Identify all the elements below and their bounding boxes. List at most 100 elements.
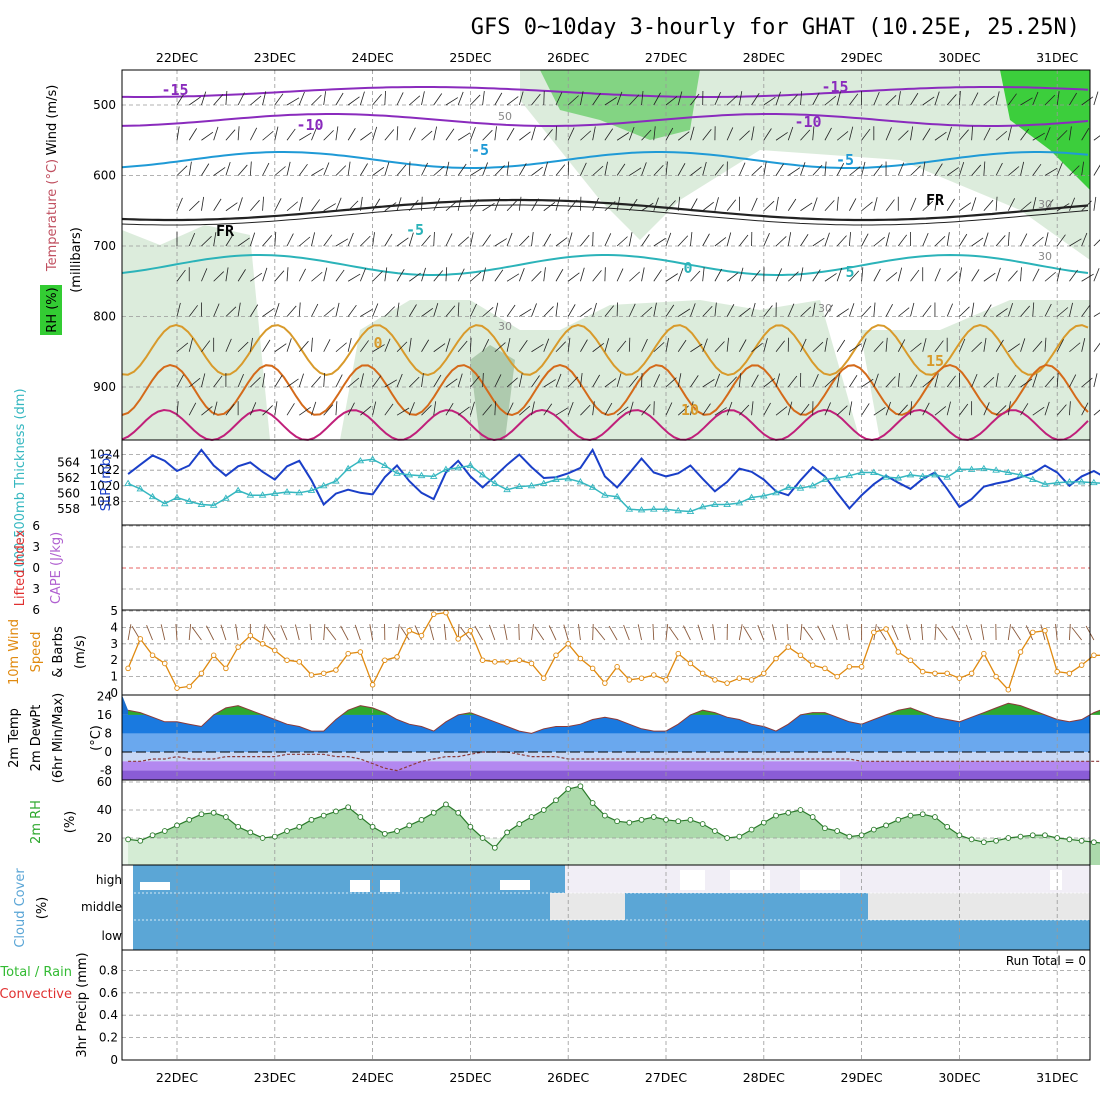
wind-barb bbox=[1032, 406, 1045, 416]
wind10-point bbox=[773, 655, 779, 662]
wind-barb bbox=[836, 267, 843, 282]
wind-barb bbox=[861, 233, 869, 247]
upper-air-grid bbox=[122, 70, 1090, 440]
rh-point bbox=[333, 808, 339, 815]
wind10-barb bbox=[429, 624, 435, 641]
wind10-speed-axis-label: Speed bbox=[29, 632, 44, 673]
thickness-point bbox=[821, 475, 829, 483]
isotherm-label: 10 bbox=[681, 401, 699, 419]
wind-barb bbox=[494, 374, 502, 388]
thickness-point bbox=[637, 506, 646, 513]
wind10-barb bbox=[340, 625, 349, 641]
wind-barb bbox=[188, 128, 197, 141]
cloud-gap bbox=[500, 880, 530, 890]
wind-barb bbox=[311, 127, 318, 141]
thickness-point bbox=[980, 464, 988, 472]
wind10-tick-label: 0 bbox=[110, 686, 118, 700]
rh-point bbox=[577, 783, 584, 790]
wind-barb bbox=[347, 161, 351, 176]
date-label-top: 26DEC bbox=[547, 50, 589, 65]
wind-barb bbox=[225, 233, 234, 247]
rh-point bbox=[626, 819, 633, 826]
thickness-point bbox=[1041, 480, 1049, 487]
wind-barb bbox=[959, 233, 968, 247]
wind-barb bbox=[433, 126, 438, 141]
wind10-point bbox=[369, 682, 376, 688]
wind-barb bbox=[885, 232, 890, 247]
wind-barb bbox=[494, 126, 497, 141]
temperature-fill bbox=[122, 695, 1100, 772]
wind10-barb bbox=[1011, 626, 1021, 641]
wind-barb bbox=[555, 407, 569, 416]
wind10-tick-label: 1 bbox=[110, 670, 118, 684]
wind-barb bbox=[971, 126, 974, 141]
wind-barb bbox=[836, 308, 849, 317]
thickness-point bbox=[613, 492, 621, 500]
wind10-point bbox=[834, 673, 840, 680]
wind-barb bbox=[824, 127, 832, 141]
wind-barb bbox=[849, 343, 862, 353]
wind-barb bbox=[359, 91, 365, 106]
wind-barb bbox=[848, 303, 855, 317]
cloud-axis-label: Cloud Cover bbox=[13, 868, 28, 948]
isotherm-10 bbox=[121, 323, 1089, 377]
wind-barb bbox=[396, 269, 405, 282]
thickness-point bbox=[344, 464, 352, 472]
wind-barb bbox=[567, 232, 573, 247]
wind-barb bbox=[531, 303, 537, 317]
wind-barb bbox=[959, 338, 966, 352]
wind-barb bbox=[861, 128, 871, 141]
thickness-point bbox=[967, 465, 976, 472]
wind-barb bbox=[555, 302, 559, 317]
wind10-barb bbox=[937, 626, 948, 641]
wind-barb bbox=[188, 377, 201, 388]
wind-barb bbox=[445, 305, 456, 317]
wind10-barb bbox=[354, 624, 361, 641]
isotherm-5 bbox=[121, 253, 1089, 276]
wind-barb bbox=[641, 404, 651, 416]
wind10-barb bbox=[323, 624, 326, 641]
wind-barb bbox=[421, 235, 431, 247]
rh-line bbox=[125, 783, 1100, 851]
wind10-point bbox=[956, 675, 963, 681]
wind10-barb bbox=[146, 624, 153, 641]
date-label-top: 31DEC bbox=[1036, 50, 1078, 65]
wind-barb bbox=[543, 267, 546, 282]
wind10-point bbox=[651, 672, 657, 678]
wind-barb bbox=[494, 302, 499, 317]
wind-barb bbox=[274, 343, 287, 353]
wind-barb bbox=[629, 271, 640, 282]
thickness-point bbox=[491, 479, 499, 486]
wind-barb bbox=[567, 127, 575, 141]
wind-barb bbox=[604, 402, 613, 416]
wind-barb bbox=[188, 305, 198, 317]
wind-barb bbox=[457, 373, 463, 388]
wind-barb bbox=[604, 97, 617, 106]
wind-barb bbox=[274, 374, 283, 388]
wind-barb bbox=[775, 406, 788, 416]
wind-barb bbox=[824, 304, 833, 317]
dewpt-axis-label: 2m DewPt bbox=[29, 705, 44, 772]
wind-barb bbox=[298, 340, 309, 353]
wind-barb bbox=[1032, 302, 1035, 317]
wind-barb bbox=[298, 236, 311, 247]
wind10-unit-label: (m/s) bbox=[73, 635, 88, 669]
wind-barb bbox=[1093, 409, 1100, 416]
rh-point bbox=[919, 811, 926, 818]
wind-barb bbox=[506, 273, 520, 282]
wind10-tick-label: 2 bbox=[110, 653, 118, 667]
wind-barb bbox=[176, 197, 183, 211]
wind10-barb bbox=[652, 623, 655, 641]
thickness-point bbox=[857, 468, 866, 475]
wind-barb bbox=[665, 232, 672, 247]
wind10-point bbox=[565, 641, 571, 647]
rh-point bbox=[443, 801, 449, 808]
cloud-fill bbox=[125, 865, 1090, 950]
wind10-point bbox=[528, 660, 535, 667]
wind-barb bbox=[616, 340, 627, 353]
thickness-point bbox=[894, 474, 903, 481]
wind-barb bbox=[225, 338, 232, 352]
wind-barb bbox=[506, 161, 510, 176]
wind-barb bbox=[335, 401, 338, 416]
